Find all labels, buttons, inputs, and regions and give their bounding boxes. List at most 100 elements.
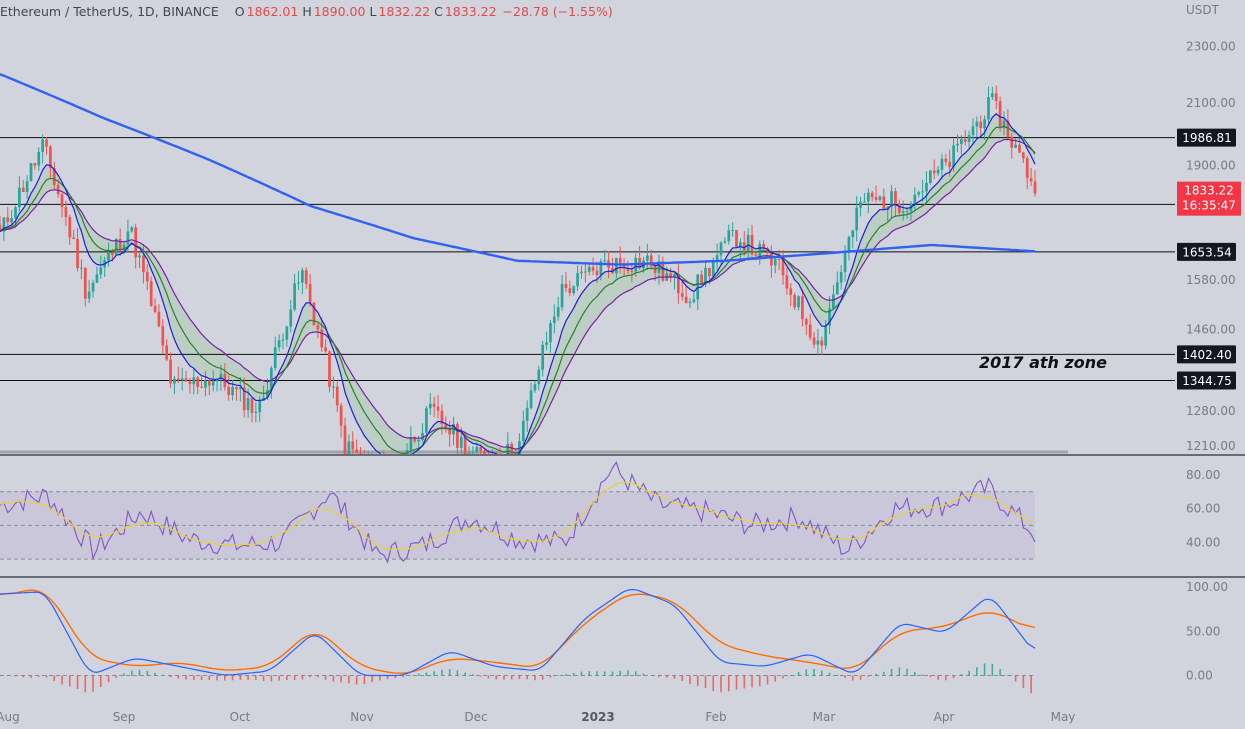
candle (816, 328, 820, 356)
stoch-histogram-bar (239, 675, 242, 680)
candle (52, 162, 56, 190)
candle-body (847, 237, 851, 252)
candle-body (417, 440, 421, 442)
level-label-box (1177, 345, 1236, 364)
candle-body (10, 218, 13, 223)
price-tick-5: 1280.00 (1186, 404, 1236, 418)
stoch-histogram-bar (673, 675, 676, 679)
candle-body (1018, 144, 1021, 153)
candle (812, 332, 816, 349)
candle-body (905, 211, 909, 213)
stoch-histogram-bar (906, 668, 908, 676)
stoch-histogram-bar (844, 675, 846, 679)
candle (770, 245, 773, 278)
candle-body (227, 386, 231, 396)
stoch-histogram-bar (14, 675, 17, 677)
rsi-pane[interactable] (0, 461, 1036, 564)
candle-body (572, 286, 576, 294)
stoch-histogram-bar (169, 675, 172, 678)
stoch-rsi-pane[interactable] (0, 588, 1036, 694)
candle (21, 180, 25, 193)
stoch-histogram-bar (394, 675, 397, 679)
stoch-histogram-bar (402, 675, 404, 678)
candle (894, 187, 897, 217)
candle-body (684, 296, 688, 303)
price-pane[interactable] (0, 73, 1175, 489)
candle (153, 298, 157, 314)
candle-body (87, 291, 91, 299)
stoch-histogram-bar (224, 675, 226, 681)
stoch-histogram-bar (472, 674, 474, 676)
candle-body (603, 260, 607, 262)
candle (37, 147, 41, 171)
candle (68, 214, 72, 245)
stoch-histogram-bar (162, 674, 164, 676)
stoch-histogram-bar (123, 673, 125, 676)
candle (808, 313, 812, 341)
candle-body (688, 301, 692, 303)
candle (785, 267, 789, 295)
candle (599, 258, 603, 281)
candle-body (367, 459, 370, 462)
stoch-histogram-bar (146, 670, 149, 676)
stoch-histogram-bar (510, 675, 513, 680)
candle-body (956, 143, 959, 146)
ema-slow-line (0, 138, 1036, 450)
candle (677, 264, 680, 304)
candle-body (773, 258, 777, 266)
x-tick-4: Dec (464, 710, 487, 724)
candle-body (394, 465, 397, 469)
candle (421, 423, 424, 443)
candle (673, 273, 676, 290)
candle (80, 259, 83, 280)
candle-body (545, 342, 548, 345)
rsi-tick-1: 60.00 (1186, 502, 1220, 516)
candle-body (273, 347, 277, 369)
candle (379, 457, 382, 471)
stoch-histogram-bar (642, 673, 645, 676)
candle (138, 251, 141, 269)
candle (773, 257, 777, 274)
candle (367, 451, 370, 462)
stoch-histogram-bar (983, 663, 986, 676)
stoch-histogram-bar (92, 675, 94, 692)
candle-body (599, 261, 603, 276)
candle-body (576, 273, 579, 287)
candle-body (165, 345, 169, 360)
stoch-histogram-bar (22, 675, 25, 678)
candle-body (618, 257, 622, 264)
candle (572, 285, 576, 296)
candle-body (917, 192, 921, 195)
candle (425, 405, 428, 435)
candle-body (824, 325, 828, 346)
stoch-histogram-bar (914, 671, 916, 676)
candle (180, 367, 184, 391)
candle-body (832, 294, 835, 309)
symbol-title[interactable]: Ethereum / TetherUS, 1D, BINANCE (0, 3, 219, 19)
stoch-histogram-bar (952, 675, 955, 679)
low-label: L (369, 3, 377, 19)
candle-body (161, 326, 165, 346)
candle-body (510, 443, 514, 454)
candle (281, 333, 285, 349)
candle (583, 263, 587, 283)
candle-body (715, 255, 719, 261)
candle (204, 370, 207, 397)
candle-body (83, 267, 87, 299)
candle (975, 116, 979, 138)
ma200-line (0, 73, 1036, 266)
stoch-histogram-bar (208, 675, 211, 680)
candle-body (711, 260, 715, 277)
candle-body (316, 325, 320, 330)
candle (746, 228, 750, 259)
candle (301, 267, 304, 295)
rsi-line (0, 461, 1036, 564)
candle-body (785, 275, 789, 289)
candle-body (994, 93, 998, 102)
price-tick-2: 1900.00 (1186, 158, 1236, 172)
level-label-0: 1986.81 (1177, 128, 1236, 147)
candle-body (114, 238, 118, 255)
candle-body (343, 425, 347, 454)
